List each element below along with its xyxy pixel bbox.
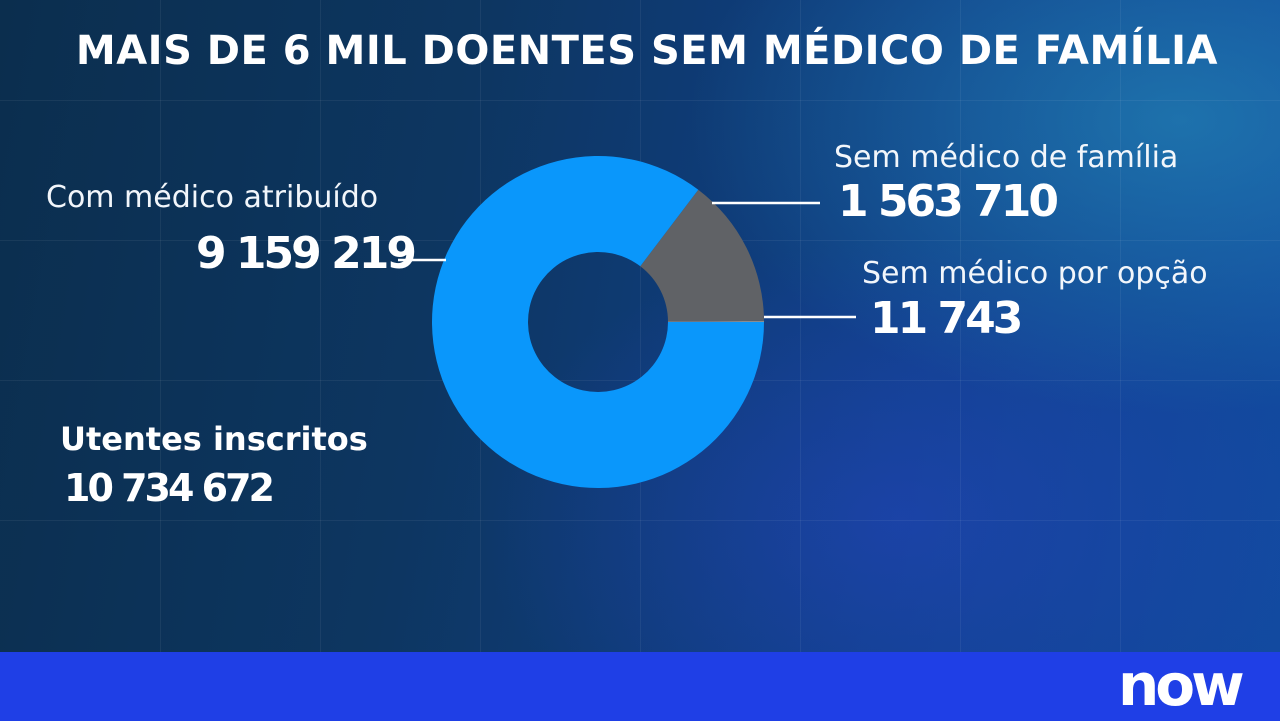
slice-sem-medico-opcao (667, 320, 764, 322)
grid-line (640, 0, 641, 652)
chart-stage: MAIS DE 6 MIL DOENTES SEM MÉDICO DE FAMÍ… (0, 0, 1280, 652)
grid-line (1120, 0, 1121, 652)
footer-bar: now (0, 652, 1280, 721)
grid-line (0, 520, 1280, 521)
slice-label-sem-medico-familia: Sem médico de família (834, 140, 1179, 175)
slice-label-sem-medico-opcao: Sem médico por opção (862, 256, 1208, 291)
grid-line (0, 100, 1280, 101)
slice-com-medico (431, 155, 764, 488)
grid-line (320, 0, 321, 652)
grid-line (800, 0, 801, 652)
total-value: 10 734 672 (64, 466, 275, 510)
slice-value-com-medico: 9 159 219 (196, 228, 417, 279)
donut-chart (431, 155, 764, 488)
now-logo: now (1118, 655, 1247, 717)
slice-label-com-medico: Com médico atribuído (46, 180, 379, 215)
slice-value-sem-medico-opcao: 11 743 (870, 293, 1023, 344)
slice-value-sem-medico-familia: 1 563 710 (838, 176, 1059, 227)
slice-sem-medico-familia (640, 189, 764, 322)
logo-text: now (1118, 655, 1243, 717)
total-label: Utentes inscritos (60, 420, 368, 458)
chart-title: MAIS DE 6 MIL DOENTES SEM MÉDICO DE FAMÍ… (75, 28, 1218, 74)
grid-line (960, 0, 961, 652)
grid-line (160, 0, 161, 652)
